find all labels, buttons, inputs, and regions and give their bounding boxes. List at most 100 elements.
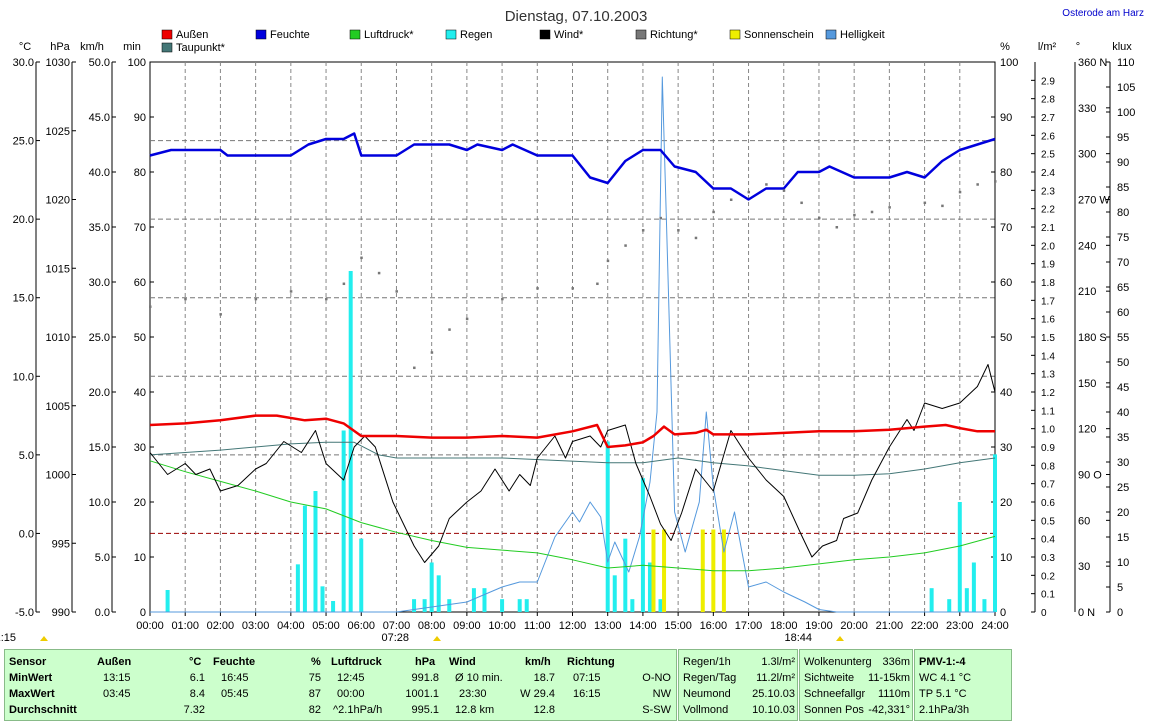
rain-bar — [429, 562, 434, 612]
rain-tick-label: 1.4 — [1041, 351, 1055, 362]
rain-tick-label: 1.2 — [1041, 388, 1055, 399]
minwert-label: MinWert — [9, 672, 53, 684]
rain-tick-label: 0.5 — [1041, 516, 1055, 527]
time-tick-label: 24:00 — [981, 620, 1009, 632]
direction-dot — [219, 313, 222, 316]
rain-tick-label: 1.8 — [1041, 278, 1055, 289]
direction-tick-label: 360 N — [1078, 57, 1107, 69]
rain-bar — [302, 505, 307, 612]
rain-bar — [993, 454, 997, 612]
time-tick-label: 07:00 — [383, 620, 411, 632]
sun-marker — [433, 636, 441, 641]
pressure-3h-value: 2.1hPa/3h — [919, 704, 970, 716]
direction-dot — [606, 259, 610, 263]
direction-dot — [254, 297, 258, 301]
rain-bar — [517, 599, 522, 612]
rain-tick-label: 0 — [1041, 608, 1047, 619]
aussen-min-value: 6.1 — [189, 672, 205, 684]
right-axis-unit: klux — [1112, 41, 1132, 53]
temperature-tick-label: 20.0 — [13, 214, 34, 226]
time-tick-label: 14:00 — [629, 620, 657, 632]
rain-tick-label: 2.9 — [1041, 76, 1055, 87]
legend-swatch — [635, 29, 647, 40]
rain-bar — [524, 599, 529, 612]
aussen-max-time: 03:45 — [103, 688, 131, 700]
luftdruck-avg-value: 995.1 — [411, 704, 439, 716]
rain-bar — [341, 430, 346, 612]
regen-tag-value: 11.2l/m² — [756, 672, 795, 684]
direction-tick-label: 30 — [1078, 561, 1090, 573]
direction-dot — [377, 271, 381, 275]
schneefallgr-value: 1110m — [877, 688, 910, 700]
direction-dot — [465, 317, 469, 321]
minutes-tick-label: 0 — [140, 607, 146, 619]
feuchte-min-value: 75 — [308, 672, 321, 684]
vollmond-label: Vollmond — [683, 704, 729, 716]
direction-dot — [430, 351, 434, 354]
legend-swatch — [161, 29, 173, 40]
wind-max-value: W 29.4 — [520, 688, 555, 700]
rain-tick-label: 1.5 — [1041, 333, 1055, 344]
legend-label: Richtung* — [650, 29, 698, 41]
rain-tick-label: 1.1 — [1041, 406, 1055, 417]
richtung-max-time: 16:15 — [573, 688, 601, 700]
humidity-tick-label: 50 — [1000, 332, 1012, 344]
brightness-line — [150, 76, 995, 613]
minutes-tick-label: 70 — [134, 222, 146, 234]
wind-avg-value: 12.8 — [533, 704, 555, 716]
wind-tick-label: 5.0 — [95, 552, 110, 564]
direction-tick-label: 180 S — [1078, 332, 1107, 344]
rain-tick-label: 2.7 — [1041, 113, 1055, 124]
rain-bar — [422, 599, 427, 612]
left-axis-unit: min — [123, 41, 141, 53]
rain-tick-label: 2.8 — [1041, 95, 1055, 106]
direction-dot — [325, 297, 328, 301]
direction-dot — [448, 328, 451, 331]
pressure-line — [149, 460, 996, 572]
outside-temperature-line — [149, 414, 995, 449]
minutes-tick-label: 90 — [134, 112, 146, 124]
brightness-tick-label: 30 — [1117, 457, 1129, 469]
minutes-tick-label: 50 — [134, 332, 146, 344]
luftdruck-max-time: 00:00 — [337, 688, 365, 700]
richtung-max-value: NW — [652, 688, 671, 700]
taupunkt-value: TP 5.1 °C — [919, 688, 967, 700]
sichtweite-value: 11-15km — [868, 672, 910, 684]
legend-swatch — [349, 29, 361, 40]
direction-tick-label: 300 — [1078, 149, 1096, 161]
feuchte-unit: % — [311, 656, 321, 668]
sun-marker — [836, 636, 844, 641]
rain-tick-label: 2.5 — [1041, 150, 1055, 161]
rain-bar — [929, 588, 934, 612]
minutes-tick-label: 30 — [134, 442, 146, 454]
direction-tick-label: 120 — [1078, 424, 1096, 436]
aussen-min-time: 13:15 — [103, 672, 131, 684]
feuchte-min-time: 16:45 — [221, 672, 249, 684]
direction-dot — [853, 213, 856, 217]
time-tick-label: 13:00 — [594, 620, 622, 632]
direction-dot — [624, 244, 627, 247]
brightness-tick-label: 15 — [1117, 532, 1129, 544]
pressure-tick-label: 1020 — [46, 195, 70, 207]
temperature-tick-label: 15.0 — [13, 293, 34, 305]
sonnenpos-label: Sonnen Pos — [804, 704, 864, 716]
rain-bar — [412, 599, 417, 612]
time-tick-label: 16:00 — [700, 620, 728, 632]
wind-tick-label: 35.0 — [89, 222, 110, 234]
direction-dot — [596, 282, 599, 286]
brightness-tick-label: 95 — [1117, 132, 1129, 144]
time-tick-label: 15:00 — [664, 620, 692, 632]
regen-1h-label: Regen/1h — [683, 656, 731, 668]
legend-swatch — [825, 29, 837, 40]
brightness-tick-label: 70 — [1117, 257, 1129, 269]
direction-dot — [712, 210, 715, 214]
pressure-tick-label: 1030 — [46, 57, 70, 69]
direction-tick-label: 330 — [1078, 103, 1096, 115]
minutes-tick-label: 100 — [128, 57, 146, 69]
brightness-tick-label: 100 — [1117, 107, 1135, 119]
direction-dot — [342, 282, 346, 286]
direction-tick-label: 210 — [1078, 286, 1096, 298]
direction-dot — [536, 287, 539, 290]
pressure-tick-label: 1010 — [46, 332, 70, 344]
wind-tick-label: 30.0 — [89, 277, 110, 289]
